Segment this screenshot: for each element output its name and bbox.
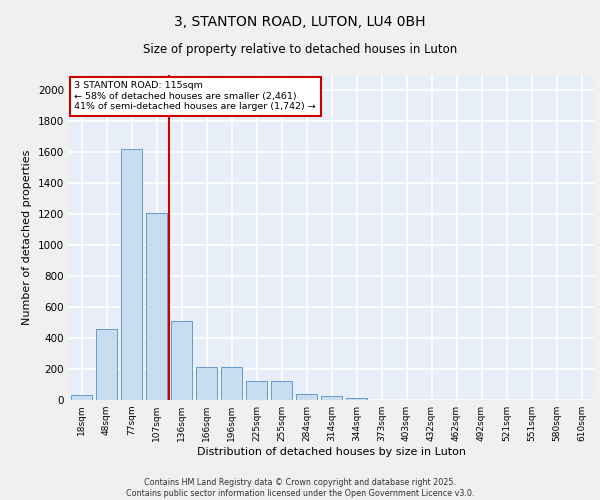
Bar [146, 212, 167, 400]
Bar [71, 396, 92, 400]
Text: Contains HM Land Registry data © Crown copyright and database right 2025.
Contai: Contains HM Land Registry data © Crown c… [126, 478, 474, 498]
Bar [321, 396, 342, 400]
Y-axis label: Number of detached properties: Number of detached properties [22, 150, 32, 325]
Bar [246, 380, 267, 400]
Text: Size of property relative to detached houses in Luton: Size of property relative to detached ho… [143, 42, 457, 56]
Bar [346, 398, 367, 400]
Bar [171, 321, 192, 400]
Bar [221, 366, 242, 400]
Bar [121, 150, 142, 400]
Bar [271, 380, 292, 400]
Bar [96, 329, 117, 400]
Bar [196, 366, 217, 400]
Text: 3 STANTON ROAD: 115sqm
← 58% of detached houses are smaller (2,461)
41% of semi-: 3 STANTON ROAD: 115sqm ← 58% of detached… [74, 82, 316, 112]
Bar [296, 394, 317, 400]
X-axis label: Distribution of detached houses by size in Luton: Distribution of detached houses by size … [197, 447, 466, 457]
Text: 3, STANTON ROAD, LUTON, LU4 0BH: 3, STANTON ROAD, LUTON, LU4 0BH [174, 15, 426, 29]
